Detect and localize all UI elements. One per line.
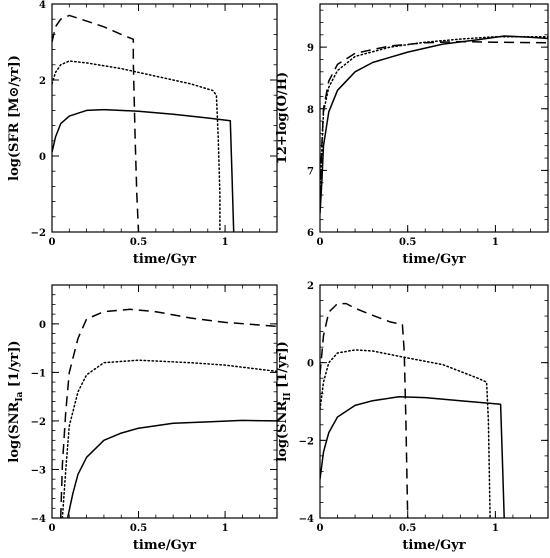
- y-tick-label: −2: [31, 417, 46, 428]
- y-tick-label: 0: [39, 152, 46, 163]
- chart-panel-4: 0 0.5 1 −4 −2 0 2 time/Gyr log(SNRII [1/yr]): [275, 281, 549, 553]
- y-axis-title: log(SFR [M⊙/yr]): [7, 55, 22, 181]
- y-tick-label: 7: [307, 166, 314, 177]
- plot-frame: [51, 3, 278, 233]
- x-axis-title: time/Gyr: [133, 252, 196, 267]
- y-tick-label: −2: [299, 436, 314, 447]
- y-axis-title: log(SNRIa [1/yr]): [7, 340, 25, 462]
- y-tick-label: 0: [39, 320, 46, 331]
- x-axis-title: time/Gyr: [133, 538, 196, 553]
- x-tick-label: 1: [492, 523, 499, 534]
- y-axis-title: 12+log(O/H): [275, 72, 290, 164]
- y-tick-label: −4: [31, 514, 46, 525]
- y-tick-label: −1: [31, 368, 46, 379]
- y-tick-label: 9: [307, 43, 314, 54]
- series-line-dashed: [52, 14, 140, 232]
- y-tick-label: −4: [299, 514, 314, 525]
- plot-frame: [319, 284, 549, 519]
- x-tick-label: 0: [317, 237, 324, 248]
- series-line-dashed: [320, 40, 548, 196]
- x-tick-label: 1: [222, 523, 229, 534]
- series-line-dotted: [52, 60, 221, 232]
- x-tick-label: 0.5: [399, 237, 416, 248]
- x-tick-label: 0: [317, 523, 324, 534]
- x-axis-title: time/Gyr: [402, 538, 465, 553]
- x-tick-label: 1: [222, 237, 229, 248]
- series-line-dashed: [320, 302, 409, 518]
- series-line-dotted: [320, 349, 491, 518]
- y-tick-label: −3: [31, 465, 46, 476]
- y-tick-label: −2: [31, 228, 46, 239]
- x-tick-label: 0: [49, 237, 56, 248]
- y-tick-label: 8: [307, 105, 314, 116]
- x-axis-title: time/Gyr: [402, 252, 465, 267]
- series-line-dotted: [61, 359, 277, 518]
- y-tick-label: 4: [39, 0, 46, 11]
- y-tick-label: 6: [307, 228, 314, 239]
- y-tick-label: 0: [307, 359, 314, 370]
- series-line-solid: [66, 419, 277, 518]
- chart-panel-2: 0 0.5 1 6 7 8 9 time/Gyr 12+log(O/H): [275, 3, 549, 267]
- x-tick-label: 0.5: [399, 523, 416, 534]
- plot-frame: [319, 3, 549, 233]
- series-line-solid: [52, 108, 235, 232]
- series-line-solid: [320, 396, 505, 518]
- x-tick-label: 0.5: [130, 237, 147, 248]
- series-line-solid: [320, 35, 548, 214]
- series-line-dotted: [320, 35, 548, 196]
- y-axis-title: log(SNRII [1/yr]): [275, 341, 293, 462]
- x-tick-label: 0.5: [130, 523, 147, 534]
- x-tick-label: 0: [49, 523, 56, 534]
- y-tick-label: 2: [39, 76, 46, 87]
- chart-panel-3: 0 0.5 1 −4 −3 −2 −1 0 time/Gyr log(SNRIa [1/yr]): [7, 284, 278, 553]
- series-line-dashed: [59, 308, 277, 518]
- y-tick-label: 2: [307, 281, 314, 292]
- x-tick-label: 1: [492, 237, 499, 248]
